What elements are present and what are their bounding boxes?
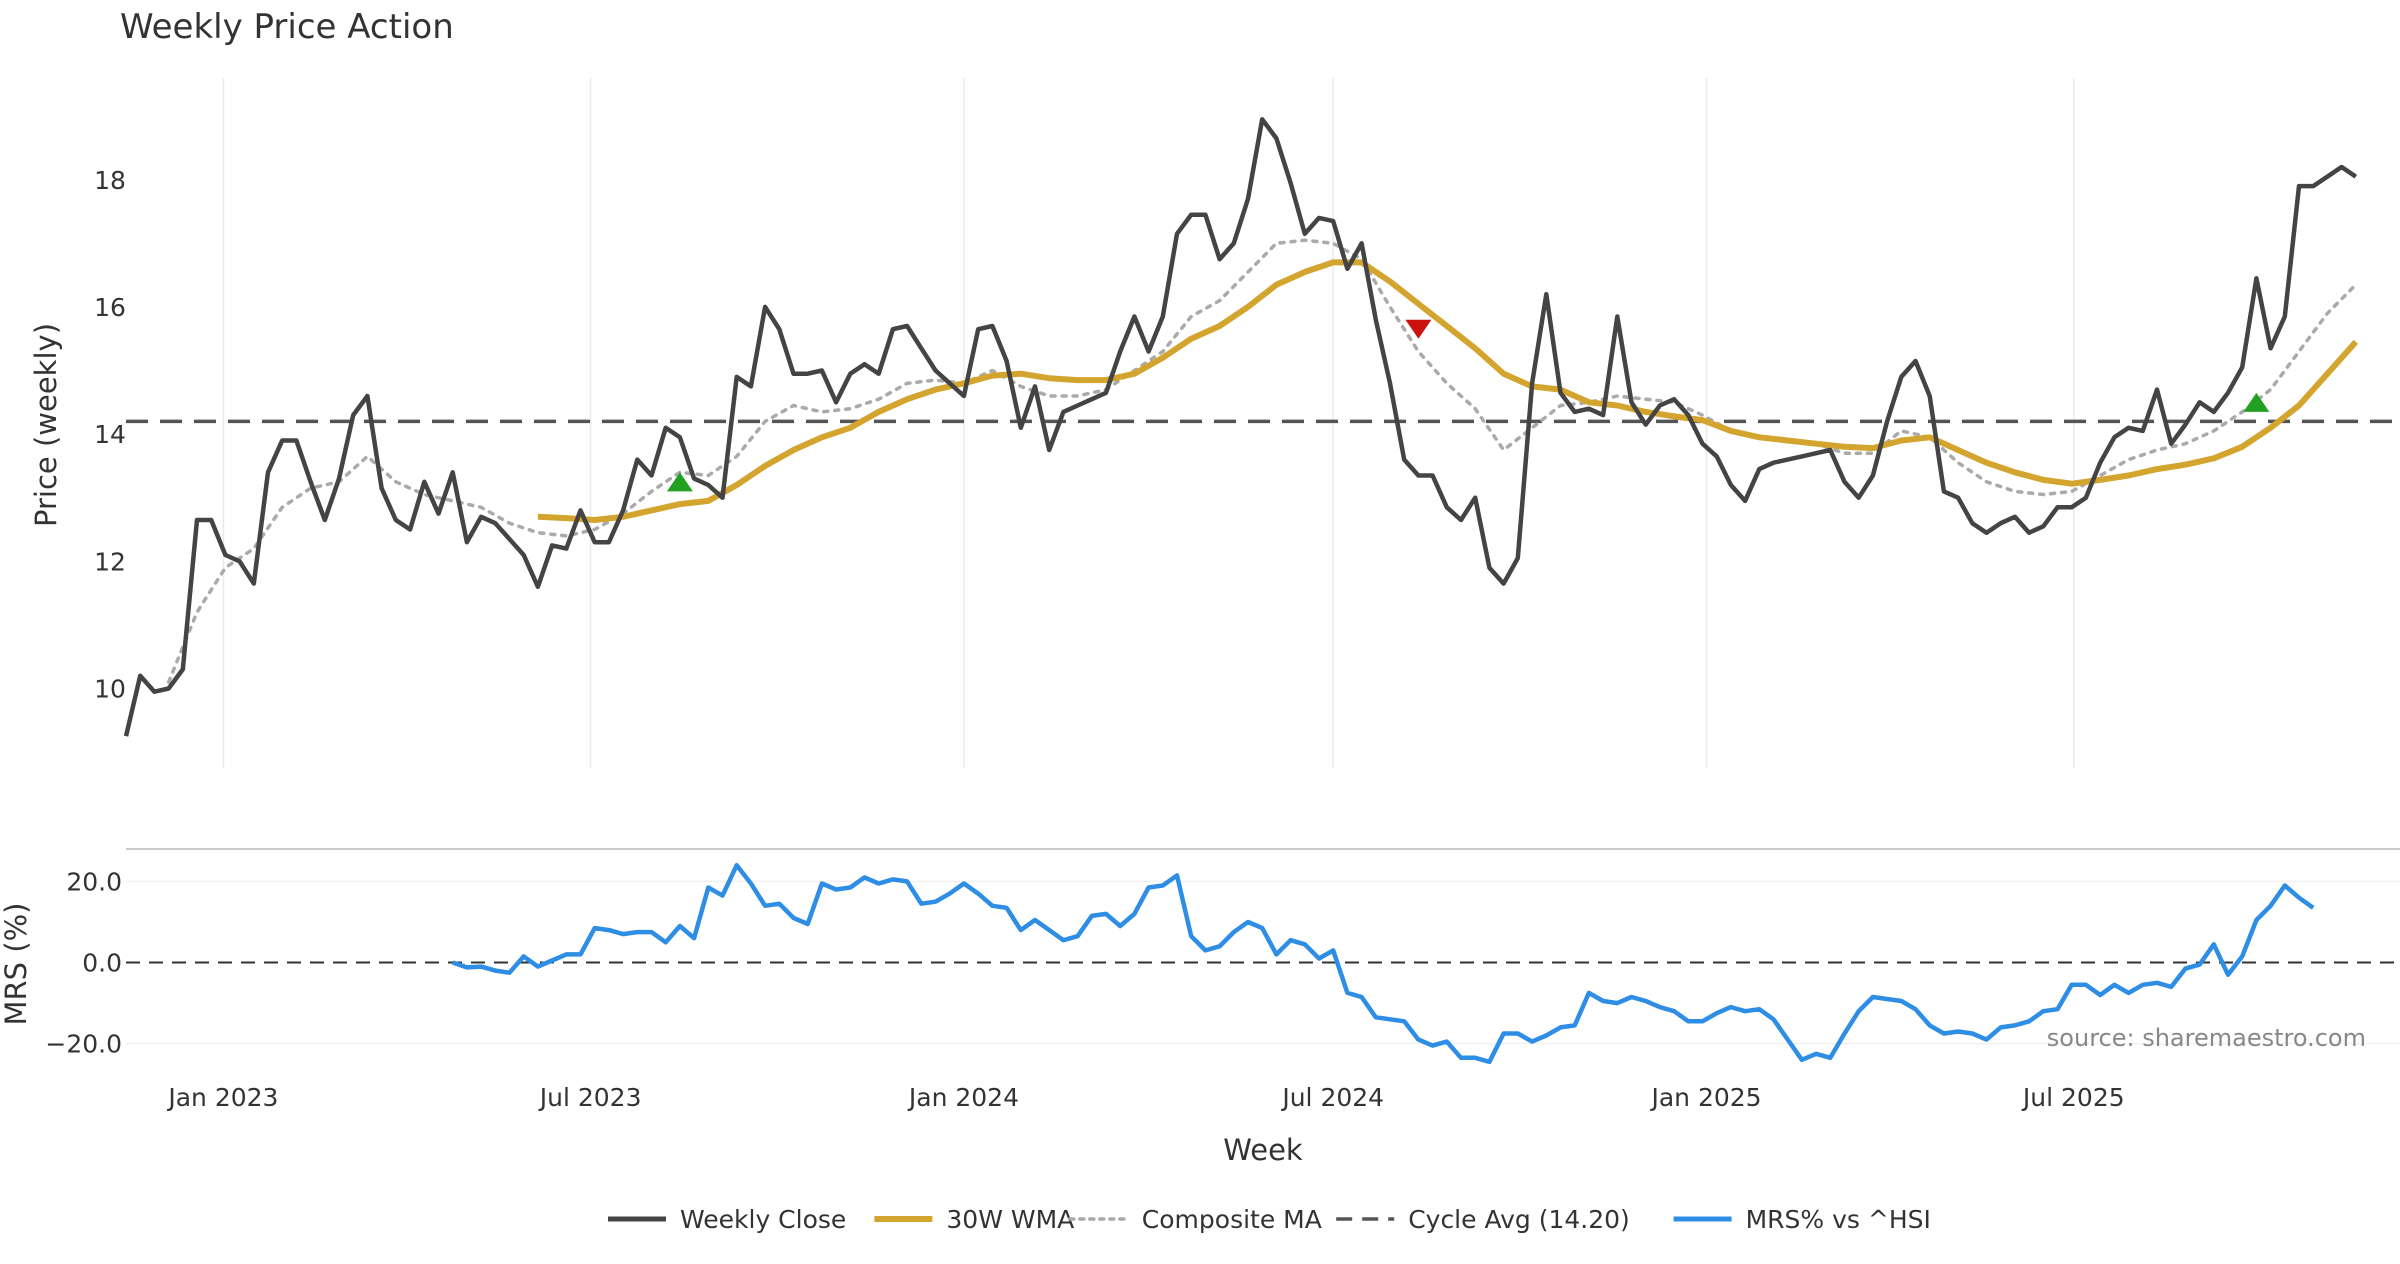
mrs-axis-label: MRS (%)	[0, 903, 33, 1026]
mrs-tick-label: −20.0	[45, 1030, 122, 1059]
sell-signal-marker	[1405, 319, 1432, 339]
mrs-tick-label: 20.0	[66, 867, 122, 896]
legend: Weekly Close 30W WMA Composite MA Cycle Avg…	[608, 1205, 1931, 1234]
legend-label-cycle: Cycle Avg (14.20)	[1408, 1205, 1630, 1234]
signal-markers	[666, 319, 2270, 492]
chart-title: Weekly Price Action	[120, 7, 454, 47]
legend-label-wma: 30W WMA	[946, 1205, 1074, 1234]
buy-signal-marker	[2243, 392, 2270, 412]
buy-signal-marker	[666, 472, 693, 492]
x-tick-label: Jan 2024	[907, 1083, 1019, 1112]
price-series	[123, 117, 2359, 737]
mrs-axis: −20.0 0.0 20.0	[45, 867, 122, 1058]
legend-label-composite: Composite MA	[1142, 1205, 1322, 1234]
x-tick-label: Jul 2024	[1280, 1083, 1384, 1112]
x-axis: Jan 2023 Jul 2023 Jan 2024 Jul 2024 Jan 2025…	[166, 1083, 2124, 1112]
price-tick-label: 14	[94, 420, 126, 449]
x-tick-label: Jul 2025	[2021, 1083, 2125, 1112]
x-tick-label: Jul 2023	[538, 1083, 642, 1112]
legend-label-mrs: MRS% vs ^HSI	[1746, 1205, 1931, 1234]
x-axis-label: Week	[1223, 1133, 1303, 1167]
wma-30w-line	[537, 259, 2359, 523]
price-tick-label: 16	[94, 293, 126, 322]
composite-ma-line	[166, 238, 2358, 684]
price-axis-label: Price (weekly)	[29, 323, 63, 527]
x-tick-label: Jan 2023	[166, 1083, 278, 1112]
source-note: source: sharemaestro.com	[2047, 1024, 2366, 1052]
legend-label-close: Weekly Close	[680, 1205, 846, 1234]
x-tick-label: Jan 2025	[1649, 1083, 1761, 1112]
mrs-series	[451, 862, 2315, 1065]
price-tick-label: 10	[94, 675, 126, 704]
mrs-tick-label: 0.0	[82, 949, 122, 978]
weekly-close-line	[123, 117, 2358, 737]
price-tick-label: 18	[94, 166, 126, 195]
price-axis: 10 12 14 16 18	[94, 166, 126, 704]
price-tick-label: 12	[94, 547, 126, 576]
grid-lines	[126, 78, 2400, 1045]
mrs-line	[451, 862, 2315, 1065]
